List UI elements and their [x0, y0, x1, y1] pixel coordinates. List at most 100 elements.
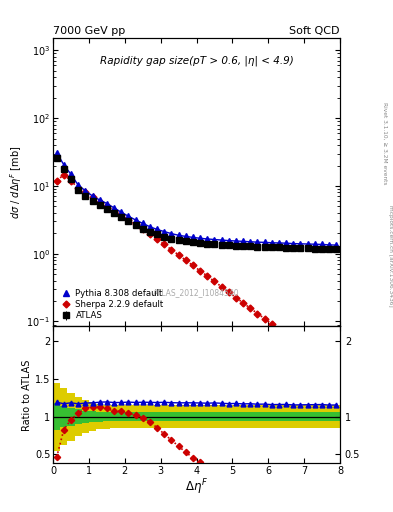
- Pythia 8.308 default: [191, 234, 195, 241]
- Bar: [82, 411, 89, 423]
- Sherpa 2.2.9 default: [212, 279, 217, 285]
- Sherpa 2.2.9 default: [198, 268, 202, 274]
- Bar: [268, 412, 275, 421]
- Bar: [175, 406, 182, 428]
- Bar: [153, 412, 161, 421]
- Sherpa 2.2.9 default: [270, 321, 274, 327]
- Bar: [283, 406, 290, 428]
- Bar: [139, 406, 146, 428]
- Sherpa 2.2.9 default: [162, 241, 167, 247]
- Sherpa 2.2.9 default: [284, 332, 288, 338]
- Bar: [168, 406, 175, 428]
- Bar: [196, 412, 204, 421]
- Bar: [175, 412, 182, 421]
- Sherpa 2.2.9 default: [112, 208, 116, 214]
- Bar: [261, 406, 268, 428]
- Bar: [290, 406, 297, 428]
- Pythia 8.308 default: [205, 236, 209, 242]
- Pythia 8.308 default: [334, 242, 339, 248]
- Sherpa 2.2.9 default: [184, 257, 188, 263]
- Sherpa 2.2.9 default: [312, 353, 317, 359]
- Bar: [325, 406, 333, 428]
- Sherpa 2.2.9 default: [298, 343, 303, 349]
- Sherpa 2.2.9 default: [54, 178, 59, 184]
- Bar: [110, 405, 118, 428]
- Pythia 8.308 default: [140, 220, 145, 226]
- Bar: [218, 406, 225, 428]
- Bar: [275, 412, 283, 421]
- Pythia 8.308 default: [105, 200, 109, 206]
- Pythia 8.308 default: [312, 241, 317, 247]
- Bar: [247, 412, 254, 421]
- Pythia 8.308 default: [277, 240, 281, 246]
- Text: 7000 GeV pp: 7000 GeV pp: [53, 26, 125, 36]
- Bar: [232, 412, 240, 421]
- Sherpa 2.2.9 default: [327, 363, 332, 369]
- Bar: [311, 412, 318, 421]
- Pythia 8.308 default: [262, 239, 267, 245]
- Pythia 8.308 default: [305, 241, 310, 247]
- Pythia 8.308 default: [176, 232, 181, 239]
- Sherpa 2.2.9 default: [248, 305, 253, 311]
- Pythia 8.308 default: [90, 193, 95, 199]
- Bar: [240, 412, 247, 421]
- Sherpa 2.2.9 default: [61, 172, 66, 178]
- Text: mcplots.cern.ch [arXiv:1306.3436]: mcplots.cern.ch [arXiv:1306.3436]: [388, 205, 393, 307]
- Bar: [247, 406, 254, 428]
- Pythia 8.308 default: [291, 241, 296, 247]
- Pythia 8.308 default: [162, 228, 167, 234]
- Sherpa 2.2.9 default: [305, 348, 310, 354]
- Bar: [168, 412, 175, 421]
- Bar: [82, 400, 89, 433]
- Bar: [211, 412, 218, 421]
- Pythia 8.308 default: [298, 241, 303, 247]
- Bar: [89, 411, 96, 422]
- Sherpa 2.2.9 default: [205, 273, 209, 279]
- Y-axis label: Ratio to ATLAS: Ratio to ATLAS: [22, 359, 32, 431]
- Bar: [196, 406, 204, 428]
- Pythia 8.308 default: [54, 150, 59, 156]
- Bar: [268, 406, 275, 428]
- Bar: [132, 412, 139, 421]
- Bar: [75, 397, 82, 436]
- Sherpa 2.2.9 default: [69, 178, 73, 184]
- Y-axis label: $d\sigma\ /\ d\Delta\eta^F\ \mathrm{[mb]}$: $d\sigma\ /\ d\Delta\eta^F\ \mathrm{[mb]…: [8, 145, 24, 219]
- Bar: [311, 406, 318, 428]
- Sherpa 2.2.9 default: [147, 231, 152, 237]
- Bar: [225, 412, 232, 421]
- Pythia 8.308 default: [126, 213, 131, 219]
- Pythia 8.308 default: [184, 233, 188, 240]
- Bar: [60, 388, 68, 445]
- Bar: [182, 406, 189, 428]
- Bar: [232, 406, 240, 428]
- Bar: [333, 406, 340, 428]
- Sherpa 2.2.9 default: [262, 315, 267, 322]
- Bar: [189, 412, 196, 421]
- Bar: [146, 412, 154, 421]
- Bar: [125, 412, 132, 421]
- Bar: [118, 406, 125, 428]
- Bar: [318, 406, 326, 428]
- Pythia 8.308 default: [219, 237, 224, 243]
- Bar: [304, 406, 311, 428]
- Bar: [204, 406, 211, 428]
- Pythia 8.308 default: [248, 239, 253, 245]
- Sherpa 2.2.9 default: [255, 310, 260, 316]
- Bar: [75, 409, 82, 424]
- Bar: [254, 406, 261, 428]
- Sherpa 2.2.9 default: [176, 252, 181, 258]
- Pythia 8.308 default: [112, 205, 116, 211]
- Pythia 8.308 default: [147, 224, 152, 230]
- Pythia 8.308 default: [270, 240, 274, 246]
- Sherpa 2.2.9 default: [133, 221, 138, 227]
- Bar: [261, 412, 268, 421]
- Bar: [132, 406, 139, 428]
- Bar: [225, 406, 232, 428]
- Bar: [318, 412, 326, 421]
- Bar: [118, 412, 125, 421]
- Pythia 8.308 default: [233, 238, 238, 244]
- Bar: [161, 406, 168, 428]
- Pythia 8.308 default: [320, 241, 324, 247]
- Bar: [240, 406, 247, 428]
- Sherpa 2.2.9 default: [119, 212, 123, 218]
